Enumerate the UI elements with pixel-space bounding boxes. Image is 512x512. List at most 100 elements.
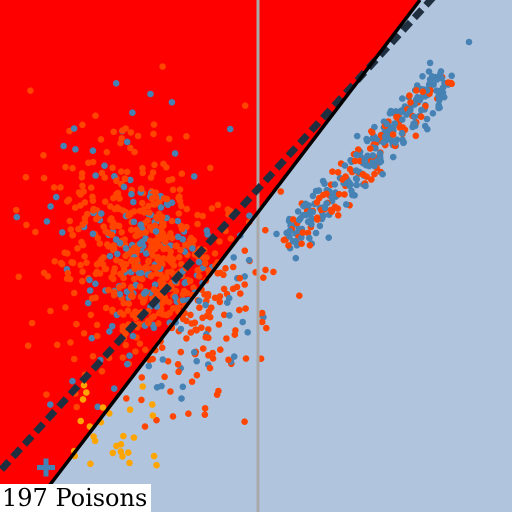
data-point xyxy=(122,125,129,132)
data-point xyxy=(143,250,150,257)
data-point xyxy=(80,330,88,337)
data-point xyxy=(410,120,417,128)
data-point xyxy=(51,258,58,265)
data-point xyxy=(109,449,117,457)
data-point xyxy=(69,164,76,172)
data-point xyxy=(195,258,203,266)
data-point xyxy=(150,452,158,460)
data-point xyxy=(47,307,54,315)
data-point xyxy=(89,158,97,166)
data-point xyxy=(103,241,111,248)
data-point xyxy=(167,230,174,237)
data-point xyxy=(67,339,74,346)
data-point xyxy=(96,240,104,247)
data-point xyxy=(202,301,209,309)
data-point xyxy=(47,401,54,408)
data-point xyxy=(73,403,80,411)
data-point xyxy=(140,290,148,297)
data-point xyxy=(115,222,123,230)
data-point xyxy=(160,245,167,253)
data-point xyxy=(174,361,182,368)
data-point xyxy=(77,261,84,269)
data-point xyxy=(137,221,144,228)
data-point xyxy=(128,190,135,198)
data-point xyxy=(202,260,209,267)
data-point xyxy=(89,147,97,154)
data-point xyxy=(163,311,171,319)
data-point xyxy=(60,142,67,150)
data-point xyxy=(168,176,176,183)
data-point xyxy=(363,135,370,143)
data-point xyxy=(341,191,348,198)
data-point xyxy=(149,355,156,363)
data-point xyxy=(203,227,211,234)
data-point xyxy=(292,237,299,245)
data-point xyxy=(123,168,131,176)
data-point xyxy=(273,230,280,238)
data-point xyxy=(329,168,336,175)
data-point xyxy=(383,120,390,128)
data-point xyxy=(22,173,30,181)
data-point xyxy=(369,129,376,136)
data-point xyxy=(418,106,425,114)
data-point xyxy=(138,199,146,207)
data-point xyxy=(191,319,199,327)
data-point xyxy=(419,88,427,95)
data-point xyxy=(244,329,251,336)
data-point xyxy=(147,90,154,98)
data-point xyxy=(190,237,197,244)
data-point xyxy=(158,382,165,390)
data-point xyxy=(52,193,60,201)
data-point xyxy=(194,267,201,274)
data-point xyxy=(78,277,86,285)
data-point xyxy=(146,223,154,231)
data-point xyxy=(161,373,168,381)
data-point xyxy=(120,183,128,191)
data-point xyxy=(172,294,179,301)
data-point xyxy=(70,289,78,297)
data-point xyxy=(108,231,116,239)
data-point xyxy=(198,324,205,332)
data-point xyxy=(407,99,414,106)
data-point xyxy=(93,215,100,223)
data-point xyxy=(328,208,336,215)
data-point xyxy=(241,102,249,109)
data-point xyxy=(110,385,118,392)
data-point xyxy=(195,273,203,280)
data-point xyxy=(130,275,138,283)
data-point xyxy=(413,87,420,94)
data-point xyxy=(190,173,198,180)
data-point xyxy=(98,210,105,217)
data-point xyxy=(285,242,292,249)
plus-icon xyxy=(37,458,55,477)
data-point xyxy=(399,124,407,131)
data-point xyxy=(207,164,214,172)
data-point xyxy=(122,245,130,252)
data-point xyxy=(270,268,277,276)
data-point xyxy=(331,181,339,188)
data-point xyxy=(292,254,300,262)
data-point xyxy=(187,329,195,336)
data-point xyxy=(342,201,350,208)
data-point xyxy=(260,274,267,282)
data-point xyxy=(123,138,131,146)
data-point xyxy=(178,225,186,233)
data-point xyxy=(139,383,146,390)
data-point xyxy=(190,349,198,356)
data-point xyxy=(71,204,79,211)
data-point xyxy=(146,209,153,216)
data-point xyxy=(186,277,194,285)
data-point xyxy=(168,268,175,276)
data-point xyxy=(163,195,171,203)
data-point xyxy=(93,332,101,340)
data-point xyxy=(142,346,149,354)
data-point xyxy=(101,162,108,169)
data-point xyxy=(167,388,174,395)
data-point xyxy=(201,405,209,412)
data-point xyxy=(392,108,400,115)
data-point xyxy=(61,249,68,256)
data-point xyxy=(151,222,159,229)
data-point xyxy=(125,300,133,308)
data-point xyxy=(131,148,138,156)
data-point xyxy=(114,250,121,258)
